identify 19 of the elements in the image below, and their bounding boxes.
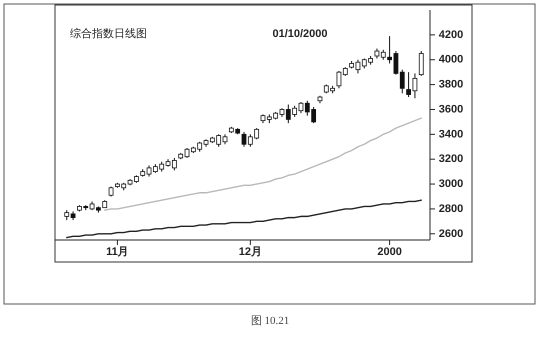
x-tick-label: 12月 — [238, 246, 262, 258]
line-series — [104, 117, 422, 211]
candlestick — [418, 50, 424, 76]
caption: 图 10.21 — [250, 315, 290, 327]
y-tick-label: 4000 — [438, 54, 464, 66]
x-tick-label: 2000 — [377, 246, 402, 258]
y-tick-label: 2600 — [438, 228, 464, 240]
candlestick — [108, 186, 114, 197]
candlestick — [254, 128, 260, 140]
y-tick-label: 3800 — [438, 78, 464, 91]
y-tick-label: 3400 — [438, 128, 464, 140]
annotation: 01/10/2000 — [272, 28, 328, 40]
y-tick-label: 3200 — [438, 153, 464, 166]
y-tick-label: 2800 — [438, 202, 464, 215]
y-tick-label: 3000 — [438, 178, 464, 190]
text: 综合指数日线图 — [70, 27, 147, 40]
x-tick-label: 11月 — [106, 246, 129, 258]
y-tick-label: 4200 — [438, 28, 464, 41]
y-tick-label: 3600 — [438, 103, 464, 116]
